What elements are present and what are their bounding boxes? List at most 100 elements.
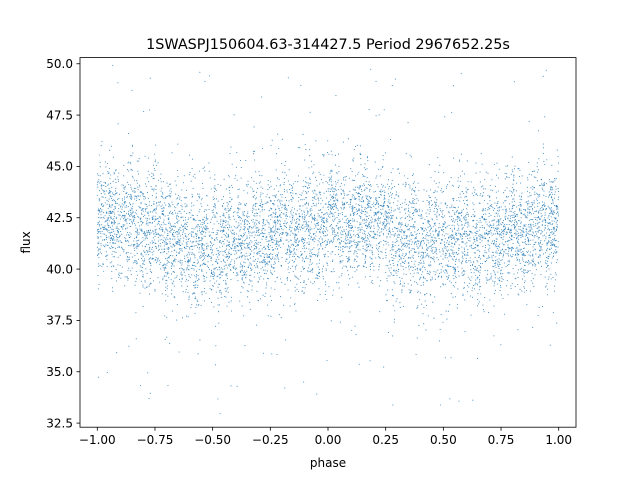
data-point	[543, 184, 546, 186]
data-point	[408, 216, 411, 218]
data-point	[220, 293, 222, 295]
data-point	[284, 215, 286, 217]
data-point	[491, 220, 493, 222]
data-point	[334, 154, 337, 156]
data-point	[398, 183, 400, 185]
data-point	[455, 260, 457, 263]
data-point	[439, 251, 441, 253]
data-point	[267, 246, 270, 248]
data-point	[171, 293, 173, 295]
data-point	[446, 246, 448, 248]
data-point	[172, 231, 175, 234]
data-point	[294, 286, 296, 288]
data-point	[526, 229, 528, 231]
data-point	[160, 178, 162, 180]
data-point	[180, 281, 182, 283]
data-point	[351, 225, 353, 227]
data-point	[263, 219, 265, 221]
data-point	[97, 181, 99, 183]
data-point	[427, 247, 429, 249]
data-point	[391, 183, 393, 185]
data-point	[103, 185, 105, 187]
data-point	[516, 238, 518, 240]
data-point	[502, 220, 504, 222]
data-point	[495, 260, 497, 262]
data-point	[348, 257, 350, 259]
data-point	[283, 205, 285, 207]
data-point	[129, 161, 131, 164]
data-point	[359, 231, 361, 233]
data-point	[510, 221, 512, 223]
data-point	[191, 253, 193, 255]
data-point	[537, 314, 539, 316]
data-point	[146, 232, 148, 234]
data-point	[319, 173, 321, 175]
data-point	[460, 224, 462, 226]
data-point	[280, 194, 282, 196]
data-point	[289, 234, 291, 236]
data-point	[412, 200, 414, 202]
data-point	[134, 243, 136, 246]
data-point	[253, 126, 255, 128]
data-point	[524, 240, 526, 243]
data-point	[411, 206, 413, 208]
data-point	[493, 227, 495, 229]
data-point	[539, 242, 541, 244]
data-point	[125, 192, 127, 194]
data-point	[394, 209, 396, 211]
data-point	[490, 278, 492, 280]
data-point	[321, 217, 323, 219]
data-point	[378, 245, 381, 248]
data-point	[495, 256, 497, 258]
data-point	[196, 234, 198, 236]
data-point	[271, 230, 273, 232]
data-point	[280, 239, 282, 241]
data-point	[161, 228, 163, 230]
data-point	[552, 203, 554, 205]
data-point	[479, 286, 481, 288]
data-point	[385, 219, 387, 221]
data-point	[162, 251, 164, 253]
data-point	[159, 216, 161, 218]
data-point	[458, 225, 460, 227]
data-point	[387, 215, 389, 217]
data-point	[223, 226, 225, 228]
data-point	[495, 240, 498, 243]
data-point	[308, 264, 310, 266]
data-point	[551, 231, 553, 233]
data-point	[303, 381, 305, 383]
data-point	[317, 222, 320, 224]
data-point	[342, 259, 344, 262]
data-point	[142, 194, 144, 196]
data-point	[330, 320, 332, 322]
data-point	[306, 207, 308, 209]
data-point	[533, 170, 535, 172]
data-point	[327, 221, 329, 223]
data-point	[475, 279, 477, 281]
data-point	[338, 282, 340, 284]
data-point	[511, 255, 513, 257]
data-point	[242, 287, 244, 289]
data-point	[361, 209, 363, 211]
data-point	[178, 278, 180, 280]
data-point	[430, 250, 432, 252]
data-point	[288, 246, 290, 248]
data-point	[437, 276, 439, 278]
data-point	[434, 239, 436, 242]
data-point	[246, 192, 248, 194]
data-point	[216, 220, 218, 222]
data-point	[153, 258, 155, 260]
data-point	[505, 210, 507, 212]
data-point	[131, 223, 134, 225]
data-point	[354, 251, 356, 253]
data-point	[443, 225, 445, 227]
data-point	[358, 227, 360, 229]
data-point	[512, 214, 514, 216]
data-point	[291, 186, 294, 188]
data-point	[390, 272, 392, 274]
data-point	[293, 237, 296, 239]
data-point	[436, 199, 438, 201]
data-point	[138, 232, 140, 234]
data-point	[128, 170, 130, 172]
data-point	[542, 189, 544, 191]
